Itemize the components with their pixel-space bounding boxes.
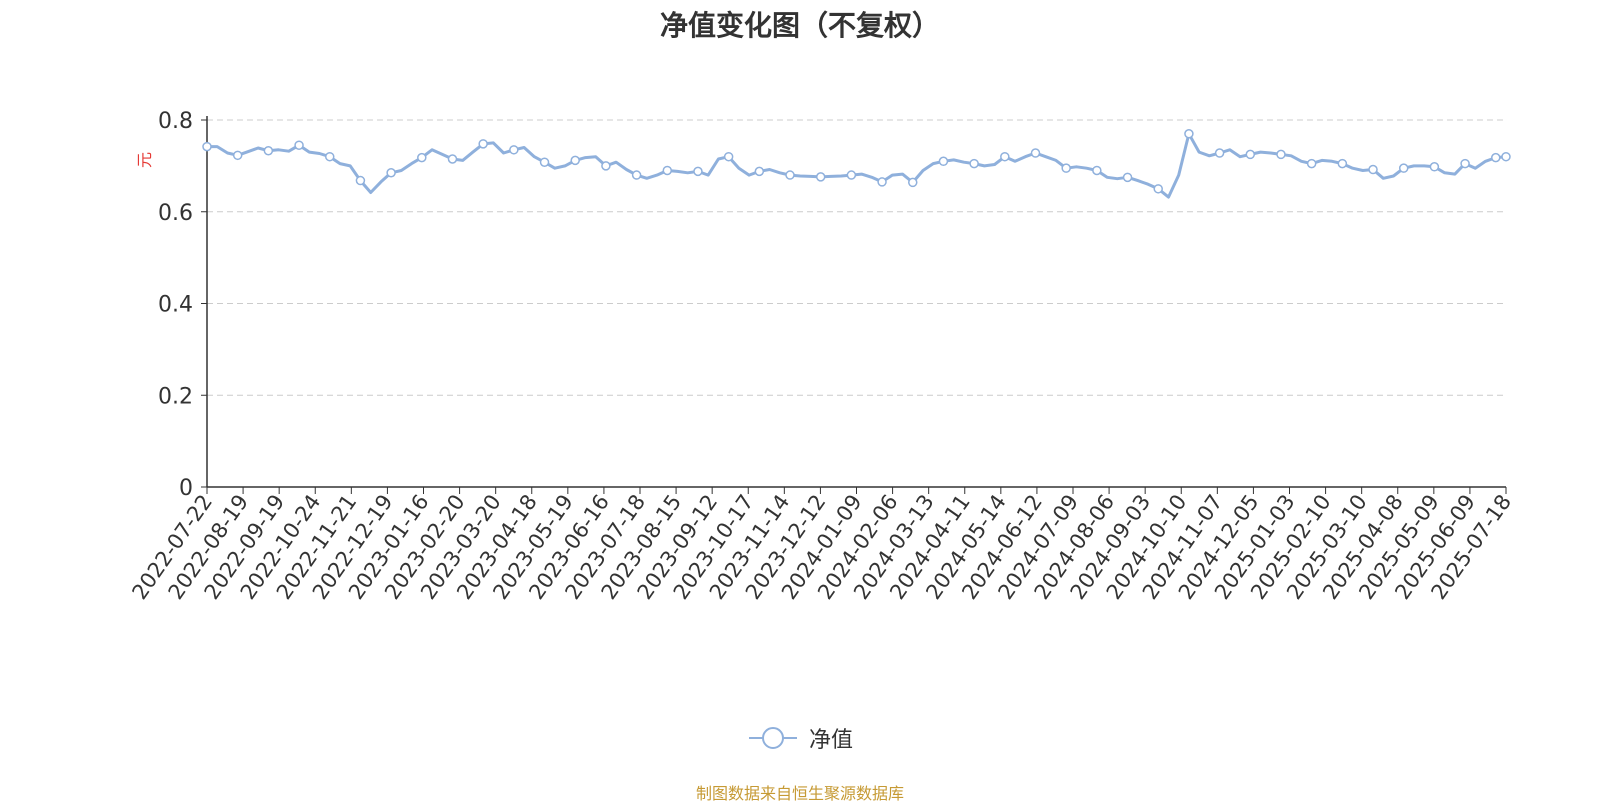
data-point[interactable]: [1092, 165, 1102, 176]
data-point[interactable]: [969, 158, 979, 169]
data-point[interactable]: [815, 172, 826, 182]
data-point[interactable]: [355, 175, 366, 186]
legend[interactable]: 净值: [0, 722, 1600, 757]
data-point[interactable]: [1501, 151, 1511, 162]
data-point[interactable]: [631, 170, 642, 180]
legend-line-circle-icon: [748, 727, 797, 749]
data-point[interactable]: [294, 140, 304, 150]
data-point[interactable]: [324, 151, 335, 162]
data-point[interactable]: [232, 150, 243, 161]
data-point[interactable]: [1030, 148, 1041, 158]
data-point[interactable]: [754, 166, 765, 177]
data-point[interactable]: [908, 177, 918, 188]
y-tick-label: 0.4: [158, 293, 193, 318]
data-point[interactable]: [1184, 129, 1194, 139]
data-point[interactable]: [386, 168, 396, 178]
data-point[interactable]: [1337, 158, 1348, 169]
series-markers: [202, 129, 1511, 194]
data-point[interactable]: [202, 141, 212, 152]
data-point[interactable]: [1153, 184, 1163, 194]
data-point[interactable]: [1491, 152, 1501, 163]
y-tick-label: 0.2: [158, 384, 193, 409]
x-tick-labels: 2022-07-222022-08-192022-09-192022-10-24…: [127, 490, 1516, 604]
data-point[interactable]: [1000, 151, 1010, 162]
axes: [201, 116, 1507, 494]
data-point[interactable]: [601, 161, 611, 171]
data-point[interactable]: [570, 155, 580, 166]
legend-label: 净值: [808, 728, 853, 753]
data-point[interactable]: [1460, 158, 1470, 169]
data-point[interactable]: [785, 170, 795, 180]
data-point[interactable]: [1122, 172, 1133, 183]
data-point[interactable]: [1306, 158, 1317, 169]
data-point[interactable]: [263, 145, 274, 156]
data-point[interactable]: [417, 152, 427, 163]
data-point[interactable]: [877, 177, 887, 187]
grid-lines: [207, 119, 1506, 396]
data-point[interactable]: [1276, 149, 1286, 160]
data-point[interactable]: [662, 165, 673, 176]
data-point[interactable]: [1245, 149, 1256, 160]
data-source-note: 制图数据来自恒生聚源数据库: [695, 784, 904, 803]
chart-title: 净值变化图（不复权）: [659, 9, 940, 42]
data-point[interactable]: [938, 156, 949, 167]
y-tick-label: 0.6: [158, 201, 193, 226]
y-tick-label: 0.8: [158, 109, 193, 134]
data-point[interactable]: [539, 157, 550, 167]
data-point[interactable]: [478, 139, 488, 149]
data-point[interactable]: [723, 151, 734, 162]
y-tick-label: 0: [179, 476, 193, 501]
data-point[interactable]: [693, 166, 703, 177]
y-tick-labels: 0 0.2 0.4 0.6 0.8: [158, 109, 193, 501]
data-point[interactable]: [1429, 162, 1440, 172]
data-point[interactable]: [1368, 164, 1378, 175]
data-point[interactable]: [1214, 148, 1225, 158]
data-point[interactable]: [846, 170, 857, 180]
data-point[interactable]: [509, 145, 519, 155]
y-axis-label: 元: [135, 152, 154, 168]
data-point[interactable]: [1061, 163, 1071, 173]
data-point[interactable]: [1398, 163, 1409, 173]
data-point[interactable]: [447, 154, 458, 164]
